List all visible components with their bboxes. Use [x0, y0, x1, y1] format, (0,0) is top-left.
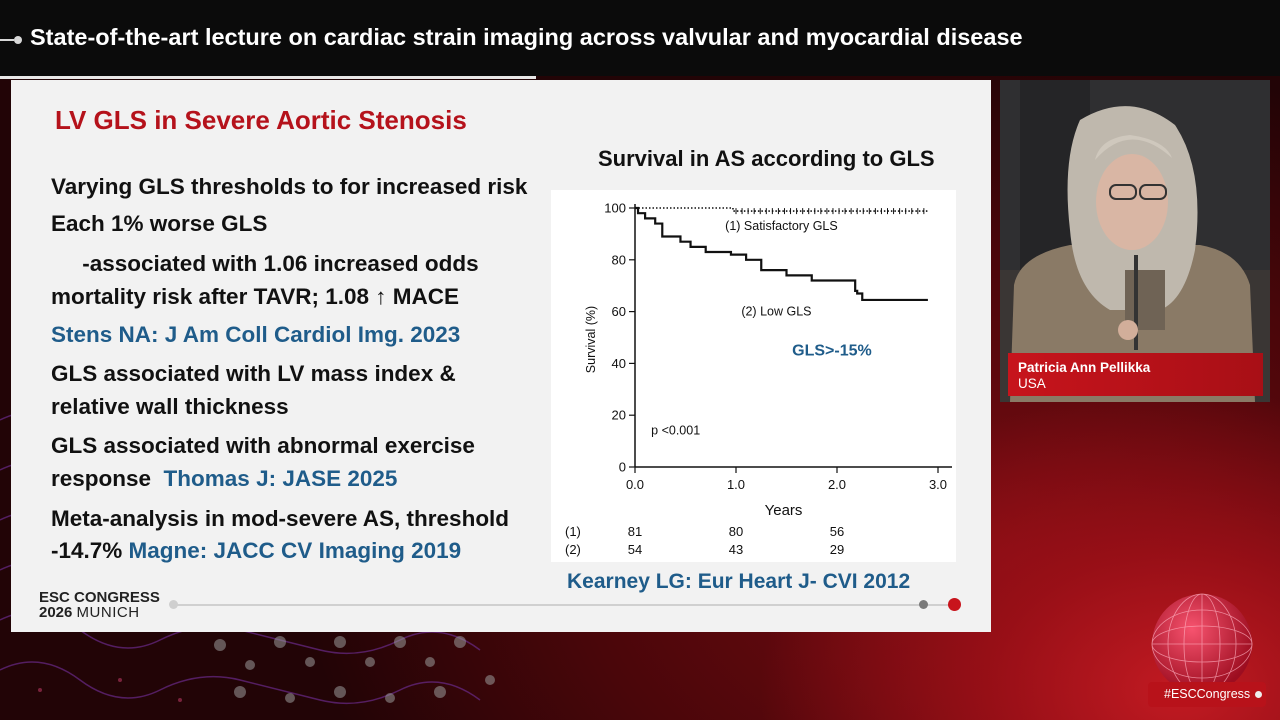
presentation-slide: LV GLS in Severe Aortic Stenosis Varying… [11, 80, 991, 632]
progress-position-dot [919, 600, 928, 609]
progress-start-dot [169, 600, 178, 609]
bullet-text: Meta-analysis in mod-severe AS, threshol… [51, 506, 510, 531]
bullet-text: response [51, 466, 164, 491]
chart-citation: Kearney LG: Eur Heart J- CVI 2012 [567, 570, 911, 593]
logo-year: 2026 [39, 604, 73, 621]
bullet-text: GLS associated with abnormal exercise [51, 433, 475, 458]
bullet-text: -14.7% [51, 538, 129, 563]
bullet-line: Stens NA: J Am Coll Cardiol Img. 2023 [51, 319, 460, 351]
p-value-annotation: p <0.001 [651, 424, 700, 438]
y-tick-label: 80 [612, 252, 626, 267]
bullet-line: GLS associated with abnormal exercise [51, 430, 475, 462]
esc-congress-logo: ESC CONGRESS 2026 MUNICH [39, 590, 160, 620]
bullet-text: mortality risk after TAVR; 1.08 ↑ MACE [51, 284, 460, 309]
bullet-line: relative wall thickness [51, 391, 289, 423]
y-tick-label: 20 [612, 408, 626, 423]
speaker-name: Patricia Ann Pellikka [1018, 360, 1151, 375]
bullet-text: GLS associated with LV mass index & [51, 361, 456, 386]
at-risk-count: 80 [729, 524, 743, 539]
session-title: State-of-the-art lecture on cardiac stra… [30, 24, 1023, 50]
speaker-name-banner: Patricia Ann Pellikka USA [1008, 353, 1263, 396]
speaker-country: USA [1018, 376, 1046, 391]
hashtag-badge: #ESCCongress [1148, 682, 1266, 707]
at-risk-count: 54 [628, 542, 642, 557]
y-tick-label: 100 [604, 201, 626, 216]
gls-threshold-annotation: GLS>-15% [792, 343, 872, 360]
chart-caption: Survival in AS according to GLS [598, 146, 935, 171]
bullet-text: relative wall thickness [51, 394, 289, 419]
x-tick-label: 0.0 [626, 477, 644, 492]
bullet-line: response Thomas J: JASE 2025 [51, 463, 397, 495]
title-underline [0, 76, 536, 79]
logo-city: MUNICH [76, 604, 140, 621]
decorative-globe [1151, 593, 1253, 695]
series-line-satisfactory-gls [635, 207, 928, 212]
reference-citation: Thomas J: JASE 2025 [163, 466, 398, 491]
y-tick-label: 0 [619, 460, 626, 475]
series-label-satisfactory-gls: (1) Satisfactory GLS [725, 219, 838, 233]
survival-chart-panel: 0 20 40 60 80 100 0.0 1.0 2.0 3.0 Years Survival (%… [551, 190, 956, 562]
bullet-line: mortality risk after TAVR; 1.08 ↑ MACE [51, 281, 459, 313]
title-marker-dot [14, 36, 22, 44]
slide-title: LV GLS in Severe Aortic Stenosis [55, 105, 467, 135]
at-risk-count: 81 [628, 524, 642, 539]
at-risk-count: 43 [729, 542, 743, 557]
series-line-low-gls [635, 206, 928, 302]
bullet-line: -14.7% Magne: JACC CV Imaging 2019 [51, 535, 461, 567]
bullet-line: Each 1% worse GLS [51, 208, 267, 240]
logo-line2: 2026 MUNICH [39, 605, 160, 620]
reference-citation: Magne: JACC CV Imaging 2019 [128, 538, 462, 563]
bullet-line: Meta-analysis in mod-severe AS, threshol… [51, 503, 509, 535]
bullet-text: Each 1% worse GLS [51, 211, 268, 236]
at-risk-count: 56 [830, 524, 844, 539]
session-title-bar: State-of-the-art lecture on cardiac stra… [0, 0, 1280, 76]
series-label-low-gls: (2) Low GLS [741, 304, 811, 318]
at-risk-row-label: (2) [565, 542, 581, 557]
progress-end-dot [948, 598, 961, 611]
y-axis-label: Survival (%) [584, 306, 598, 373]
bullet-line: -associated with 1.06 increased odds [51, 248, 479, 280]
x-tick-label: 2.0 [828, 477, 846, 492]
y-tick-label: 60 [612, 304, 626, 319]
slide-progress-track [171, 604, 956, 606]
survival-chart: 0 20 40 60 80 100 0.0 1.0 2.0 3.0 Years Survival (%… [565, 201, 952, 557]
bullet-line: GLS associated with LV mass index & [51, 358, 456, 390]
at-risk-row-label: (1) [565, 524, 581, 539]
x-tick-label: 3.0 [929, 477, 947, 492]
x-tick-label: 1.0 [727, 477, 745, 492]
bullet-text: -associated with 1.06 increased odds [51, 251, 479, 276]
y-tick-label: 40 [612, 356, 626, 371]
title-marker-line [0, 39, 14, 41]
hashtag-dot [1255, 691, 1262, 698]
speaker-video [1000, 80, 1270, 402]
reference-citation: Stens NA: J Am Coll Cardiol Img. 2023 [51, 322, 461, 347]
x-axis-label: Years [765, 502, 803, 519]
at-risk-count: 29 [830, 542, 844, 557]
logo-line1: ESC CONGRESS [39, 589, 160, 606]
bullet-line: Varying GLS thresholds to for increased … [51, 171, 527, 203]
bullet-text: Varying GLS thresholds to for increased … [51, 174, 528, 199]
